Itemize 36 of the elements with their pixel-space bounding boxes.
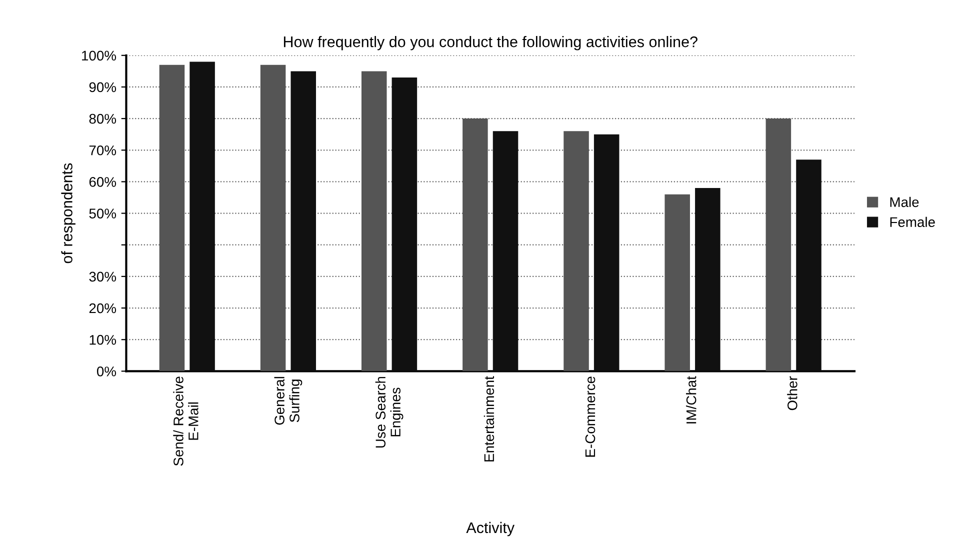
bar (392, 78, 418, 372)
x-axis-title: Activity (466, 522, 515, 536)
x-tick-label: Use Search Engines (375, 376, 404, 448)
y-tick-label: 90% (89, 82, 116, 92)
y-tick-label: 60% (89, 177, 116, 187)
bar (594, 134, 620, 372)
x-tick-label: E-Commerce (585, 376, 596, 457)
y-tick-label: 20% (89, 303, 116, 314)
y-tick-label: 0% (96, 366, 116, 376)
y-tick-label: 10% (90, 334, 116, 345)
y-tick-label: 100% (82, 50, 116, 61)
y-tick-label: 80% (89, 114, 116, 124)
bar (159, 64, 185, 372)
chart-title: How frequently do you conduct the following activities online? (284, 36, 698, 50)
x-tick-label: Other (787, 376, 798, 410)
bar (664, 194, 690, 372)
legend-label: Female (890, 216, 935, 228)
bar (260, 64, 286, 372)
bar (462, 118, 488, 372)
bar (695, 188, 720, 372)
bar (796, 160, 822, 372)
x-tick-label: Send/ Receive E-Mail (173, 376, 198, 466)
bar (492, 131, 518, 372)
y-tick-label: 30% (89, 272, 116, 282)
bar (290, 71, 316, 372)
y-tick-label: 70% (89, 145, 116, 156)
bar (564, 131, 589, 372)
x-tick-label: IM/Chat (686, 376, 696, 424)
y-tick-label: 50% (89, 208, 116, 218)
legend-label: Male (890, 196, 919, 208)
bar (190, 62, 215, 372)
x-tick-label: General Surfing (274, 376, 302, 425)
bar (361, 71, 387, 372)
bar (766, 118, 792, 372)
y-axis-title: of respondents (61, 163, 76, 264)
x-tick-label: Entertainment (484, 376, 494, 462)
